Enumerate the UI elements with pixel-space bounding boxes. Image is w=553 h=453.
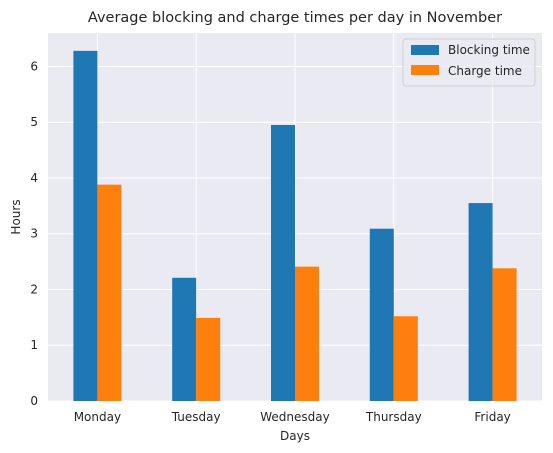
x-tick-label: Friday — [474, 410, 510, 424]
legend-swatch-charge — [411, 65, 439, 75]
bar-charge-monday — [97, 184, 122, 401]
y-tick-label: 3 — [30, 227, 38, 241]
y-tick-labels: 0 1 2 3 4 5 6 — [30, 59, 38, 408]
y-tick-label: 1 — [30, 338, 38, 352]
y-tick-label: 6 — [30, 59, 38, 73]
bar-blocking-friday — [468, 203, 493, 401]
bar-charge-friday — [492, 268, 517, 401]
bar-charge-wednesday — [295, 266, 319, 401]
bar-blocking-monday — [73, 50, 98, 402]
y-axis-label: Hours — [9, 199, 23, 234]
x-axis-label: Days — [280, 429, 310, 443]
x-tick-label: Tuesday — [171, 410, 221, 424]
bar-blocking-wednesday — [271, 125, 295, 401]
y-tick-label: 2 — [30, 282, 38, 296]
y-tick-label: 4 — [30, 171, 38, 185]
y-tick-label: 5 — [30, 115, 38, 129]
x-tick-label: Wednesday — [260, 410, 329, 424]
bar-charge-thursday — [393, 316, 418, 401]
x-tick-labels: Monday Tuesday Wednesday Thursday Friday — [74, 410, 511, 424]
legend-label-charge: Charge time — [448, 64, 522, 78]
bars-group — [73, 50, 517, 402]
x-tick-label: Thursday — [365, 410, 422, 424]
bar-charge-tuesday — [196, 317, 221, 401]
bar-blocking-thursday — [369, 228, 394, 401]
legend: Blocking time Charge time — [402, 38, 536, 87]
y-tick-label: 0 — [30, 394, 38, 408]
chart-title: Average blocking and charge times per da… — [88, 10, 502, 26]
bar-blocking-tuesday — [172, 277, 197, 401]
x-tick-label: Monday — [74, 410, 121, 424]
legend-swatch-blocking — [411, 45, 439, 55]
legend-label-blocking: Blocking time — [448, 43, 530, 57]
